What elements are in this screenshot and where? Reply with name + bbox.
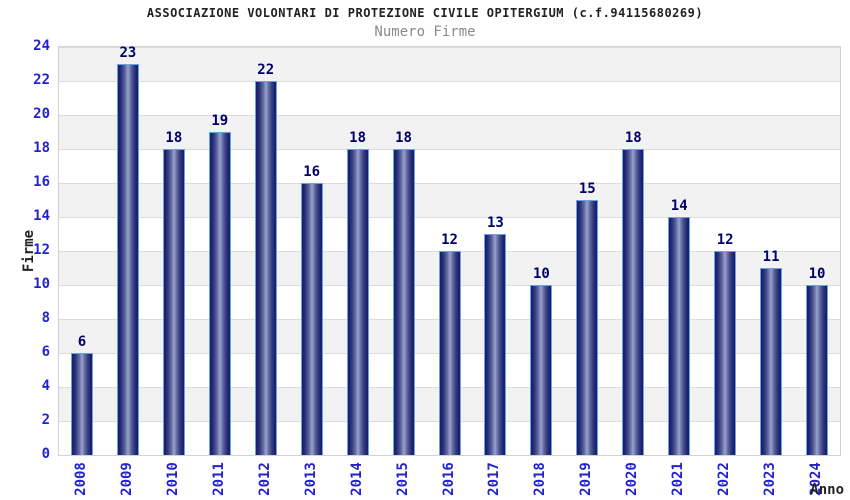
bar-2019 (576, 200, 599, 455)
y-tick-label: 10 (33, 276, 50, 292)
x-tick-label: 2017 (486, 462, 503, 496)
bar-value-label: 19 (211, 113, 229, 129)
bar-2013 (300, 183, 323, 455)
y-tick-label: 20 (33, 106, 50, 122)
bar-value-label: 18 (395, 130, 412, 146)
bar-2016 (438, 251, 461, 455)
bar-2015 (392, 149, 415, 455)
bar-2024 (806, 285, 829, 455)
y-tick-label: 6 (41, 344, 50, 360)
bar-2009 (116, 64, 139, 455)
x-tick-label: 2011 (210, 462, 227, 496)
bar-value-label: 15 (578, 181, 596, 197)
bar-2022 (714, 251, 737, 455)
x-axis-label: Anno (810, 482, 844, 498)
y-tick-label: 24 (33, 38, 50, 54)
bar-2020 (622, 149, 645, 455)
y-tick-label: 8 (41, 310, 50, 326)
plot-area: 6 23 18 19 22 16 18 18 12 13 10 15 18 14 12 11 10 (58, 46, 841, 456)
bar-value-label: 10 (808, 266, 826, 282)
bar-2018 (530, 285, 553, 455)
y-tick-label: 0 (41, 446, 50, 462)
bar-value-label: 11 (762, 249, 780, 265)
y-tick-label: 2 (41, 412, 50, 428)
x-tick-label: 2008 (72, 462, 89, 496)
bar-2017 (484, 234, 507, 455)
bar-value-label: 10 (532, 266, 550, 282)
bar-value-label: 6 (77, 334, 87, 350)
bar-value-label: 16 (303, 164, 321, 180)
bar-value-label: 18 (624, 130, 642, 146)
x-tick-label: 2013 (302, 462, 319, 496)
x-tick-label: 2010 (164, 462, 181, 496)
bar-value-label: 23 (119, 45, 137, 61)
x-tick-label: 2019 (578, 462, 595, 496)
bar-2012 (254, 81, 277, 455)
x-tick-label: 2020 (624, 462, 641, 496)
x-tick-label: 2022 (716, 462, 733, 496)
x-tick-label: 2023 (762, 462, 779, 496)
x-tick-label: 2012 (256, 462, 273, 496)
bar-value-label: 13 (487, 215, 504, 231)
bar-2008 (70, 353, 93, 455)
y-tick-label: 22 (33, 72, 50, 88)
y-tick-label: 18 (33, 140, 50, 156)
x-tick-label: 2016 (440, 462, 457, 496)
x-tick-label: 2014 (348, 462, 365, 496)
y-tick-label: 14 (33, 208, 50, 224)
x-tick-label: 2018 (532, 462, 549, 496)
bar-value-label: 12 (441, 232, 458, 248)
y-tick-label: 12 (33, 242, 50, 258)
bar-value-label: 18 (349, 130, 367, 146)
x-tick-label: 2015 (394, 462, 411, 496)
bar-value-label: 22 (257, 62, 275, 78)
bar-2023 (760, 268, 783, 455)
bar-2014 (346, 149, 369, 455)
y-tick-label: 4 (41, 378, 50, 394)
bar-2010 (162, 149, 185, 455)
bar-2011 (208, 132, 231, 455)
chart-title: ASSOCIAZIONE VOLONTARI DI PROTEZIONE CIV… (146, 6, 704, 20)
bar-value-label: 14 (670, 198, 688, 214)
bar-2021 (668, 217, 691, 455)
bar-value-label: 12 (716, 232, 734, 248)
x-tick-label: 2009 (118, 462, 135, 496)
y-tick-label: 16 (33, 174, 50, 190)
chart-subtitle: Numero Firme (374, 24, 476, 40)
bar-value-label: 18 (165, 130, 183, 146)
x-tick-label: 2021 (670, 462, 687, 496)
